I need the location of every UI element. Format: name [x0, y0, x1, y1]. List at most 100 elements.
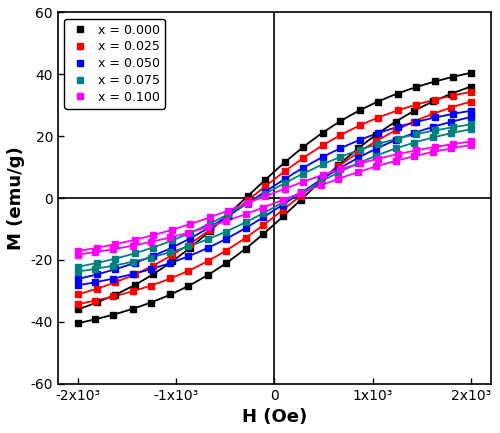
- x = 0.075: [373, 153, 379, 158]
- x = 0.075: [110, 263, 116, 268]
- x = 0.000: [318, 179, 324, 184]
- x = 0.025: [410, 119, 416, 124]
- x = 0.025: [92, 298, 98, 303]
- x = 0.050: [468, 114, 474, 120]
- x = 0.050: [130, 271, 136, 277]
- x = 0.075: [355, 161, 361, 166]
- x = 0.025: [110, 294, 116, 299]
- x = 0.075: [260, 210, 266, 216]
- x = 0.050: [318, 178, 324, 183]
- x = 0.100: [410, 154, 416, 159]
- x = 0.100: [373, 164, 379, 169]
- x = 0.100: [130, 243, 136, 248]
- x = 0.075: [242, 220, 248, 225]
- x = 0.025: [373, 139, 379, 144]
- x = 0.050: [205, 245, 211, 250]
- x = 0.100: [242, 212, 248, 217]
- x = 0.000: [410, 109, 416, 114]
- x = 0.075: [393, 146, 399, 151]
- x = 0.025: [393, 128, 399, 133]
- x = 0.100: [355, 169, 361, 174]
- x = 0.025: [355, 150, 361, 155]
- x = 0.100: [92, 249, 98, 255]
- Y-axis label: M (emu/g): M (emu/g): [7, 146, 25, 250]
- x = 0.000: [130, 306, 136, 311]
- x = 0.100: [205, 224, 211, 229]
- x = 0.025: [168, 276, 173, 281]
- x = 0.075: [336, 170, 342, 175]
- x = 0.025: [336, 164, 342, 169]
- x = 0.050: [74, 283, 80, 288]
- x = 0.100: [448, 146, 454, 151]
- x = 0.100: [148, 239, 154, 245]
- x = 0.050: [260, 215, 266, 220]
- Line: x = 0.100: x = 0.100: [74, 142, 474, 258]
- x = 0.025: [242, 235, 248, 240]
- Line: x = 0.000: x = 0.000: [74, 84, 474, 326]
- x = 0.050: [92, 280, 98, 285]
- x = 0.050: [373, 146, 379, 152]
- x = 0.025: [260, 223, 266, 228]
- x = 0.100: [260, 205, 266, 210]
- x = 0.100: [223, 219, 229, 224]
- x = 0.050: [168, 260, 173, 265]
- x = 0.000: [393, 119, 399, 124]
- x = 0.025: [318, 178, 324, 183]
- x = 0.100: [430, 149, 436, 155]
- x = 0.025: [468, 99, 474, 104]
- x = 0.000: [185, 283, 191, 288]
- x = 0.075: [168, 249, 173, 255]
- x = 0.075: [205, 236, 211, 242]
- x = 0.075: [130, 259, 136, 264]
- x = 0.000: [92, 317, 98, 322]
- x = 0.025: [205, 259, 211, 264]
- x = 0.050: [448, 119, 454, 124]
- x = 0.025: [130, 288, 136, 294]
- x = 0.000: [355, 146, 361, 151]
- x = 0.000: [260, 231, 266, 236]
- x = 0.025: [448, 105, 454, 110]
- x = 0.075: [185, 244, 191, 249]
- x = 0.000: [448, 91, 454, 97]
- x = 0.100: [393, 158, 399, 163]
- x = 0.075: [468, 126, 474, 132]
- x = 0.000: [373, 132, 379, 138]
- x = 0.075: [318, 179, 324, 184]
- x = 0.050: [355, 155, 361, 160]
- x = 0.100: [110, 246, 116, 252]
- x = 0.000: [148, 300, 154, 305]
- x = 0.075: [92, 266, 98, 271]
- x = 0.100: [336, 176, 342, 181]
- x = 0.000: [298, 197, 304, 202]
- x = 0.050: [410, 131, 416, 136]
- x = 0.100: [468, 142, 474, 148]
- x = 0.075: [280, 200, 286, 205]
- x = 0.100: [168, 235, 173, 240]
- x = 0.000: [110, 312, 116, 317]
- x = 0.000: [336, 162, 342, 168]
- x = 0.025: [298, 193, 304, 198]
- x = 0.025: [280, 207, 286, 212]
- x = 0.075: [410, 140, 416, 145]
- x = 0.025: [185, 268, 191, 273]
- x = 0.050: [148, 267, 154, 272]
- X-axis label: H (Oe): H (Oe): [242, 408, 307, 426]
- x = 0.025: [430, 111, 436, 116]
- x = 0.050: [242, 226, 248, 231]
- x = 0.025: [223, 248, 229, 253]
- x = 0.050: [223, 236, 229, 242]
- x = 0.075: [74, 269, 80, 274]
- x = 0.075: [430, 135, 436, 140]
- x = 0.000: [280, 214, 286, 219]
- x = 0.000: [168, 292, 173, 297]
- x = 0.000: [430, 99, 436, 104]
- Line: x = 0.050: x = 0.050: [74, 114, 474, 288]
- x = 0.000: [205, 272, 211, 278]
- x = 0.100: [280, 197, 286, 203]
- x = 0.000: [223, 261, 229, 266]
- Legend: x = 0.000, x = 0.025, x = 0.050, x = 0.075, x = 0.100: x = 0.000, x = 0.025, x = 0.050, x = 0.0…: [64, 19, 165, 109]
- x = 0.050: [185, 254, 191, 259]
- x = 0.100: [298, 191, 304, 196]
- x = 0.075: [448, 131, 454, 136]
- x = 0.050: [430, 124, 436, 129]
